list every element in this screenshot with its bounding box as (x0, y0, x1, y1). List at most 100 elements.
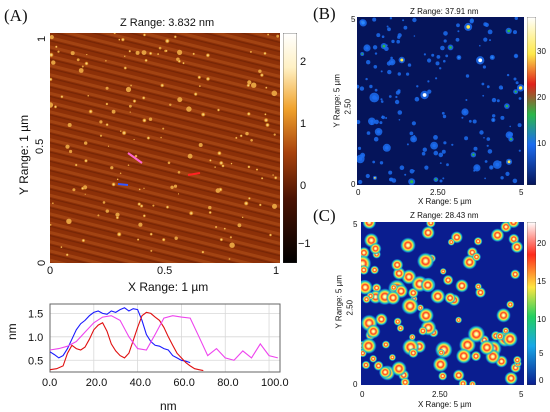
afm-spot (387, 69, 392, 75)
afm-grain (215, 188, 221, 193)
afm-spot (389, 17, 393, 20)
afm-grain (263, 117, 269, 123)
panel-c-xlabel: X Range: 5 µm (418, 400, 472, 409)
afm-spot (440, 45, 445, 51)
afm-grain (60, 94, 64, 99)
afm-spot (438, 152, 444, 158)
afm-grain (141, 117, 147, 123)
particle (510, 269, 521, 280)
afm-spot (398, 119, 401, 121)
panel-b-ytick-2: 0 (351, 180, 356, 189)
panel-b-xlabel: X Range: 5 µm (418, 197, 472, 206)
panel-c-afm-image (361, 222, 524, 385)
particle (479, 339, 495, 356)
afm-spot (397, 110, 403, 115)
afm-grain (50, 52, 54, 58)
afm-spot (399, 165, 405, 170)
panel-b-cbtick-2: 10 (537, 139, 546, 148)
afm-spot (457, 30, 460, 33)
afm-grain (214, 166, 217, 169)
afm-grain (135, 50, 140, 55)
afm-spot (484, 160, 488, 163)
afm-spot (427, 58, 432, 63)
afm-grain (198, 84, 202, 88)
particle (473, 236, 483, 246)
afm-grain (271, 90, 278, 97)
afm-spot (443, 39, 447, 43)
afm-grain (272, 203, 277, 209)
afm-grain (164, 38, 170, 44)
afm-grain (187, 153, 193, 159)
particle (470, 350, 482, 362)
afm-grain (119, 172, 122, 175)
afm-spot (374, 119, 379, 125)
afm-spot (518, 149, 521, 152)
afm-grain (186, 106, 192, 112)
afm-grain (228, 258, 231, 260)
afm-grain (119, 130, 122, 133)
afm-spot-core (449, 46, 452, 49)
particle (502, 331, 518, 347)
afm-spot-core (518, 86, 523, 90)
afm-spot (499, 161, 502, 164)
afm-grain (230, 162, 233, 165)
afm-spot (396, 39, 400, 44)
afm-grain (129, 111, 132, 113)
afm-grain (272, 174, 274, 176)
afm-spot (374, 52, 378, 55)
afm-grain (239, 134, 243, 138)
afm-grain (125, 86, 132, 93)
afm-grain (160, 136, 162, 139)
afm-spot (388, 95, 392, 98)
afm-grain (111, 109, 116, 114)
particle (391, 360, 407, 377)
afm-spot (359, 86, 365, 91)
afm-grain (133, 138, 135, 141)
afm-spot (372, 160, 376, 164)
afm-grain (87, 94, 90, 97)
afm-spot (465, 99, 468, 101)
panel-b-cbtick-0: 30 (537, 47, 546, 56)
afm-spot-core (434, 178, 437, 181)
afm-grain (50, 77, 53, 82)
panel-b-title: Z Range: 37.91 nm (410, 7, 479, 16)
afm-spot (423, 53, 426, 56)
afm-spot-core (472, 153, 475, 156)
afm-spot (404, 173, 407, 176)
afm-grain (197, 75, 202, 80)
afm-grain (80, 186, 85, 191)
particle (361, 360, 371, 370)
afm-grain (129, 104, 132, 108)
afm-grain (173, 184, 178, 188)
panel-a-cbtick-3: −1 (298, 238, 311, 250)
afm-spot (366, 60, 371, 65)
panel-b-cbtick-1: 20 (537, 93, 546, 102)
y-tick-label: 0.5 (28, 355, 43, 367)
afm-grain (255, 168, 259, 172)
afm-spot (465, 74, 470, 78)
afm-spot (357, 146, 362, 150)
afm-spot (492, 114, 496, 118)
particle (378, 365, 392, 379)
afm-spot-core (515, 55, 517, 57)
afm-spot-core (478, 58, 483, 63)
panel-a-afm-image (50, 33, 280, 263)
afm-spot (395, 95, 398, 99)
afm-spot (427, 80, 430, 83)
afm-spot (513, 30, 517, 35)
afm-grain (53, 104, 58, 109)
particle (361, 337, 377, 354)
afm-grain (88, 109, 94, 114)
particle (458, 379, 468, 385)
afm-grain (246, 111, 251, 117)
afm-grain (249, 50, 252, 53)
particle (452, 369, 465, 382)
panel-a-title: Z Range: 3.832 nm (120, 17, 215, 29)
afm-grain (130, 84, 132, 87)
afm-grain (118, 38, 121, 41)
afm-spot-core (492, 119, 495, 121)
afm-grain (201, 250, 205, 254)
panel-c-ylabel: Y Range: 5 µm (334, 275, 344, 329)
panel-c-cbtick-0: 20 (537, 239, 546, 248)
panel-b-xtick-0: 0 (356, 188, 361, 197)
